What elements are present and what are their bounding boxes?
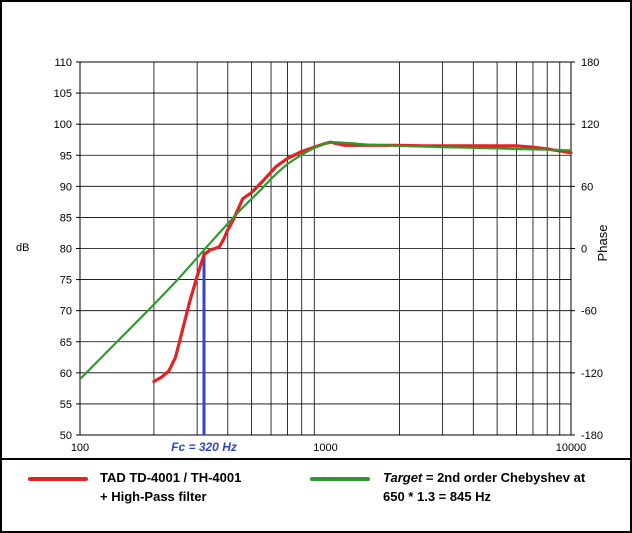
annotations: Fc = 320 Hz (171, 251, 237, 454)
y2-tick-label: 60 (581, 181, 593, 193)
x-tick-label: 1000 (313, 442, 337, 454)
y-tick-label: 110 (54, 57, 72, 69)
target-curve-green (78, 141, 573, 381)
legend-green-line-2: 650 * 1.3 = 845 Hz (383, 489, 492, 504)
x-tick-label: 10000 (556, 442, 587, 454)
y2-tick-label: 0 (581, 244, 587, 256)
legend-item-green: Target = 2nd order Chebyshev at 650 * 1.… (310, 460, 625, 530)
y2-tick-label: -120 (581, 368, 603, 380)
legend-text-red: TAD TD-4001 / TH-4001 + High-Pass filter (100, 468, 241, 506)
legend-text-green: Target = 2nd order Chebyshev at 650 * 1.… (383, 468, 585, 506)
frequency-response-chart: 50 55 60 65 70 75 80 85 90 95 100 105 110 -180 -120 -60… (16, 57, 610, 454)
axes: 50 55 60 65 70 75 80 85 90 95 100 105 110 -180 -120 -60… (54, 57, 603, 454)
legend-item-red: TAD TD-4001 / TH-4001 + High-Pass filter (28, 460, 308, 530)
y-axis-label: dB (16, 242, 29, 254)
y2-tick-label: 120 (581, 119, 599, 131)
legend-red-line-1: TAD TD-4001 / TH-4001 (100, 470, 242, 485)
y-tick-label: 75 (60, 275, 72, 287)
legend-green-line-1: Target = 2nd order Chebyshev at (383, 468, 585, 487)
y2-tick-label: -60 (581, 306, 597, 318)
fc-annotation-label: Fc = 320 Hz (171, 440, 237, 454)
x-tick-label: 100 (71, 442, 89, 454)
legend-swatch-green (310, 477, 370, 481)
y-tick-label: 65 (60, 337, 72, 349)
y-tick-label: 105 (54, 88, 72, 100)
y-tick-label: 55 (60, 399, 72, 411)
response-curve-red (152, 140, 573, 384)
legend-swatch-red (28, 477, 88, 481)
y-tick-label: 90 (60, 181, 72, 193)
legend-target-word: Target (383, 470, 423, 485)
series-lines (78, 140, 573, 384)
legend-green-line-1-rest: = 2nd order Chebyshev at (422, 470, 586, 485)
y2-tick-label: -180 (581, 430, 603, 442)
y-tick-label: 85 (60, 212, 72, 224)
y-tick-label: 70 (60, 306, 72, 318)
legend-divider (2, 458, 630, 460)
y-tick-label: 60 (60, 368, 72, 380)
y2-axis-label: Phase (595, 225, 610, 262)
y-tick-label: 100 (54, 119, 72, 131)
y2-tick-label: 180 (581, 57, 599, 69)
y-tick-label: 50 (60, 430, 72, 442)
grid-lines (80, 62, 571, 435)
legend-red-line-2: + High-Pass filter (100, 489, 207, 504)
y-tick-label: 95 (60, 150, 72, 162)
y-tick-label: 80 (60, 244, 72, 256)
